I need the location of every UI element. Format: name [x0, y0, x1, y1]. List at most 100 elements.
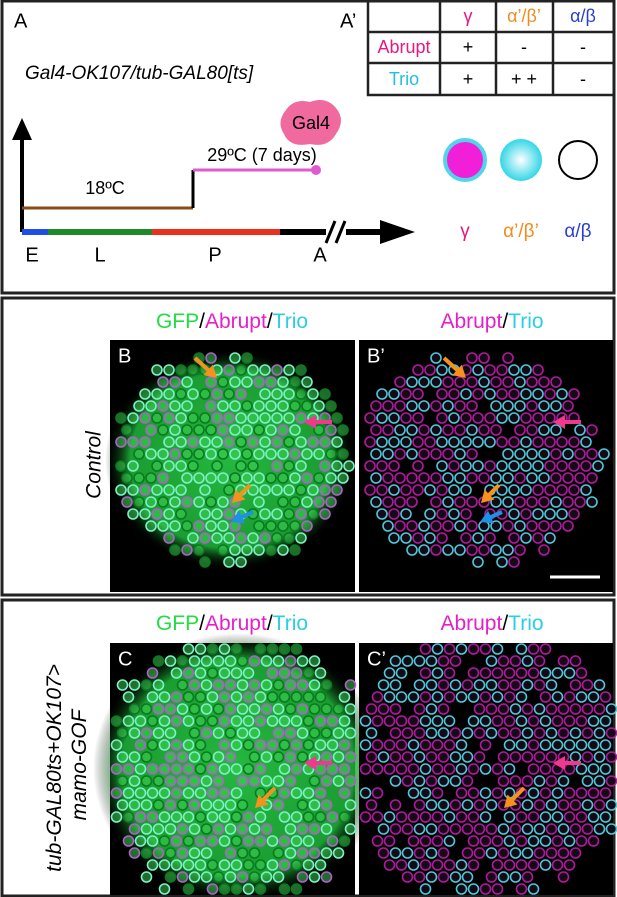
cell — [575, 739, 588, 751]
cell — [526, 376, 538, 388]
cell — [466, 496, 478, 508]
cell — [484, 412, 496, 424]
cell — [485, 799, 498, 811]
cell — [338, 787, 351, 799]
cell — [569, 751, 582, 763]
cell — [545, 703, 558, 715]
table-header: α/β — [570, 6, 596, 26]
cell — [122, 835, 135, 847]
cell — [344, 799, 357, 811]
cell — [431, 811, 444, 823]
cell — [278, 739, 291, 751]
cell — [188, 847, 201, 859]
cell — [302, 715, 315, 727]
cell — [521, 847, 534, 859]
cell — [581, 679, 594, 691]
cell — [193, 520, 205, 532]
cell — [218, 643, 231, 655]
cell — [314, 667, 327, 679]
cell — [545, 727, 558, 739]
cell — [229, 424, 241, 436]
cell — [575, 811, 588, 823]
cell — [236, 871, 249, 883]
cell — [388, 532, 400, 544]
cell — [389, 703, 402, 715]
cell — [443, 739, 456, 751]
cell — [272, 775, 285, 787]
cell — [295, 436, 307, 448]
cell — [424, 508, 436, 520]
cell — [259, 532, 271, 544]
cell — [127, 508, 139, 520]
cell — [175, 364, 187, 376]
cell — [430, 520, 442, 532]
cell — [223, 364, 235, 376]
cell — [157, 472, 169, 484]
cell — [224, 847, 237, 859]
cell — [400, 436, 412, 448]
cell — [544, 388, 556, 400]
cell — [254, 691, 267, 703]
cell — [157, 424, 169, 436]
cell — [127, 436, 139, 448]
cell — [443, 715, 456, 727]
cell — [283, 508, 295, 520]
cell — [401, 655, 414, 667]
cell — [320, 727, 333, 739]
cell — [199, 508, 211, 520]
cell — [187, 364, 199, 376]
cell — [194, 739, 207, 751]
cell — [376, 484, 388, 496]
cell — [521, 823, 534, 835]
cell — [364, 412, 376, 424]
cell — [551, 835, 564, 847]
cell — [400, 532, 412, 544]
cell — [455, 643, 468, 655]
cell — [497, 847, 510, 859]
cell — [205, 472, 217, 484]
cell — [223, 556, 235, 568]
cell — [509, 727, 522, 739]
cell — [176, 751, 189, 763]
cell — [146, 715, 159, 727]
cell — [319, 484, 331, 496]
cell — [383, 667, 396, 679]
cell — [550, 424, 562, 436]
condition-label: Control — [83, 430, 106, 499]
cell — [145, 424, 157, 436]
cell — [371, 691, 384, 703]
cell — [158, 739, 171, 751]
cell — [389, 847, 402, 859]
cell — [466, 424, 478, 436]
cell — [289, 376, 301, 388]
cell — [217, 448, 229, 460]
cell — [550, 520, 562, 532]
cell — [388, 388, 400, 400]
cell — [545, 775, 558, 787]
cell — [212, 655, 225, 667]
cell — [377, 751, 390, 763]
cell-icon — [500, 139, 542, 181]
cell — [212, 871, 225, 883]
cell — [235, 364, 247, 376]
cell — [413, 727, 426, 739]
cell — [508, 460, 520, 472]
cell — [296, 727, 309, 739]
cell — [407, 811, 420, 823]
cell — [508, 484, 520, 496]
cell — [290, 883, 303, 895]
cell — [383, 739, 396, 751]
cell — [406, 544, 418, 556]
cell — [551, 715, 564, 727]
cell — [248, 823, 261, 835]
cell — [314, 811, 327, 823]
cell — [436, 484, 448, 496]
cell — [491, 691, 504, 703]
cell — [266, 739, 279, 751]
cell — [533, 799, 546, 811]
cell — [325, 496, 337, 508]
cell — [332, 727, 345, 739]
cell — [461, 751, 474, 763]
cell — [241, 424, 253, 436]
cell — [313, 424, 325, 436]
